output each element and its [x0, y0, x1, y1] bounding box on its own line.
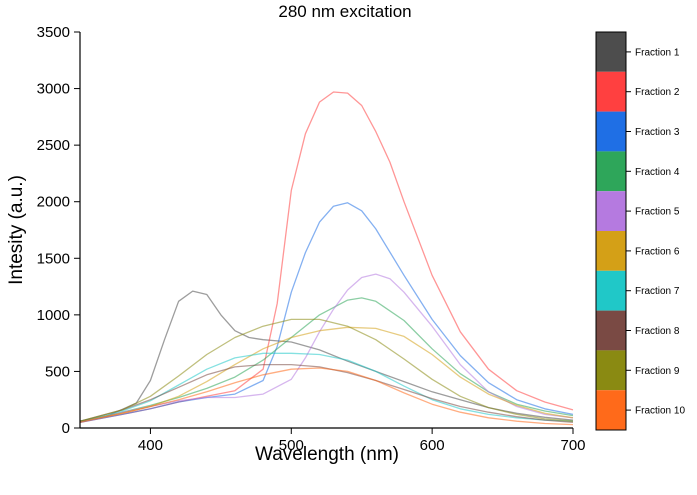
legend-label-fraction-2: Fraction 2	[635, 87, 680, 98]
x-axis-ticks: 400 500 600 700	[138, 428, 586, 454]
legend-swatch-fraction-2	[596, 71, 626, 112]
series-line-fraction-7	[79, 352, 574, 422]
y-tick-label: 0	[62, 420, 70, 437]
legend-swatch-fraction-10	[596, 390, 626, 430]
legend-label-fraction-9: Fraction 9	[635, 366, 680, 377]
y-tick-label: 1500	[37, 250, 70, 267]
legend-swatch-fraction-6	[596, 231, 626, 271]
legend-label-fraction-10: Fraction 10	[635, 406, 685, 417]
legend: Fraction 1 Fraction 2 Fraction 3 Fraction 4…	[595, 31, 685, 431]
series-line-fraction-1	[79, 290, 574, 422]
legend-swatch-fraction-7	[596, 270, 626, 311]
y-tick-label: 2500	[37, 137, 70, 154]
legend-label-fraction-1: Fraction 1	[635, 47, 680, 58]
series-line-fraction-9	[79, 318, 574, 422]
series-line-fraction-6	[79, 326, 574, 422]
y-tick-label: 3000	[37, 81, 70, 98]
chart-title: 280 nm excitation	[278, 2, 411, 21]
x-tick-label: 500	[279, 437, 304, 454]
x-axis-title: Wavelength (nm)	[255, 444, 399, 465]
legend-swatch-fraction-3	[596, 111, 626, 152]
series-line-fraction-2	[79, 91, 574, 423]
y-axis-title: Intesity (a.u.)	[6, 175, 27, 285]
legend-label-fraction-3: Fraction 3	[635, 127, 680, 138]
x-tick-label: 600	[420, 437, 445, 454]
y-tick-label: 1000	[37, 307, 70, 324]
series-line-fraction-5	[79, 273, 574, 423]
legend-label-fraction-5: Fraction 5	[635, 207, 680, 218]
legend-swatch-fraction-4	[596, 151, 626, 192]
legend-frame	[595, 31, 627, 431]
x-tick-label: 400	[138, 437, 163, 454]
y-axis-ticks: 0 500 1000 1500 2000 2500 3000 3500	[37, 24, 80, 437]
legend-label-fraction-7: Fraction 7	[635, 286, 680, 297]
legend-swatch-fraction-9	[596, 350, 626, 391]
y-tick-label: 3500	[37, 24, 70, 41]
series-line-fraction-4	[79, 297, 574, 423]
legend-swatch-fraction-1	[596, 32, 626, 72]
y-tick-label: 500	[45, 363, 70, 380]
legend-label-fraction-8: Fraction 8	[635, 326, 680, 337]
legend-label-fraction-4: Fraction 4	[635, 167, 680, 178]
x-tick-label: 700	[560, 437, 585, 454]
series-line-fraction-10	[79, 367, 574, 426]
legend-swatch-fraction-5	[596, 191, 626, 231]
series-line-fraction-3	[79, 202, 574, 423]
legend-label-fraction-6: Fraction 6	[635, 246, 680, 257]
plot-area	[79, 91, 574, 426]
y-tick-label: 2000	[37, 194, 70, 211]
legend-swatch-fraction-8	[596, 310, 626, 351]
